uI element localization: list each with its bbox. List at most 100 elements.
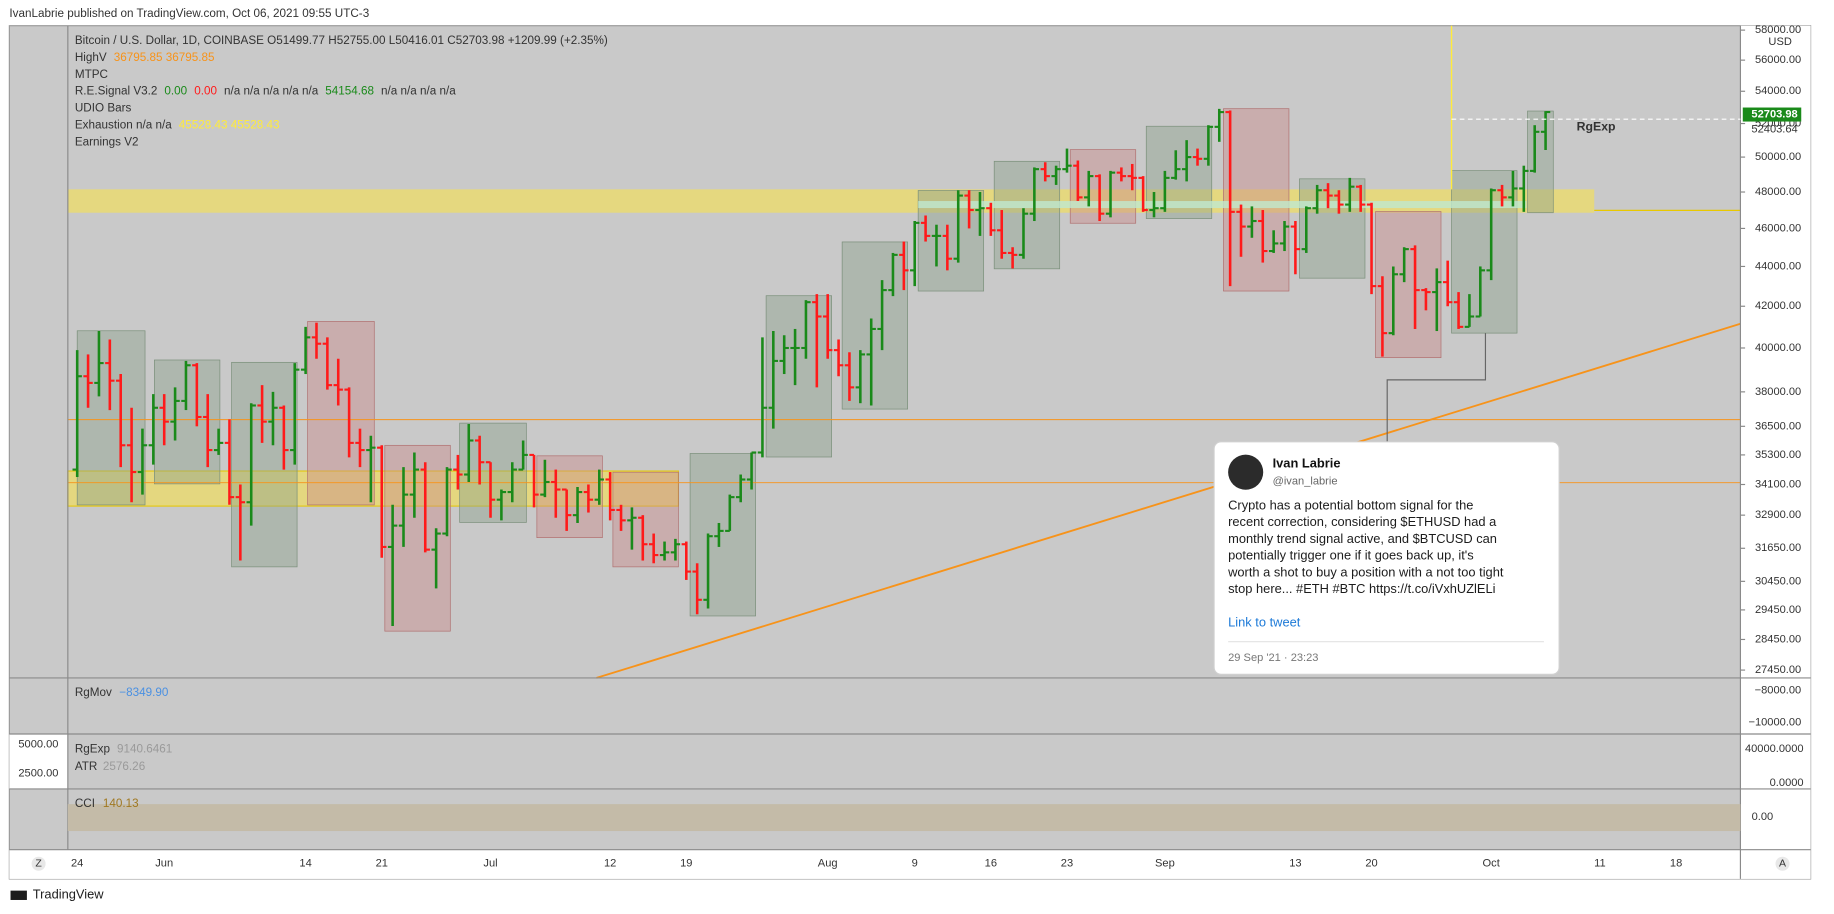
box <box>1223 108 1290 292</box>
pane-tick: 0.00 <box>1752 811 1774 823</box>
x-tick-label: Sep <box>1155 858 1175 870</box>
button-bg <box>1775 856 1790 871</box>
y-tick-label: 35300.00 <box>1755 449 1801 461</box>
legend-line: Exhaustion n/a n/a 45528.43 45528.43 <box>75 119 280 132</box>
x-tick-label: 13 <box>1289 858 1301 870</box>
pane-tick: 40000.0000 <box>1745 743 1804 755</box>
y-tick-label: 36500.00 <box>1755 420 1801 432</box>
x-tick-label: 24 <box>71 858 83 870</box>
y-tick-label: 28450.00 <box>1755 633 1801 645</box>
y-tick-label: 34100.00 <box>1755 478 1801 490</box>
last-price-box <box>1742 107 1802 122</box>
y-tick-label: 32900.00 <box>1755 509 1801 521</box>
box <box>1527 110 1554 214</box>
legend-item: Exhaustion n/a n/a <box>75 119 172 132</box>
pane-name: RgExp <box>75 742 111 755</box>
tweet-name: Ivan Labrie <box>1273 455 1341 470</box>
zone <box>918 201 1527 209</box>
x-tick-label: 11 <box>1594 858 1606 870</box>
legend-item: 0.00 <box>164 85 187 98</box>
x-tick-label: 23 <box>1061 858 1073 870</box>
pane-name: ATR <box>75 760 98 773</box>
legend: Bitcoin / U.S. Dollar, 1D, COINBASE O514… <box>75 34 608 149</box>
pane-tick: −10000.00 <box>1748 716 1801 728</box>
pane-name: CCI <box>75 797 95 810</box>
tweet-line: Crypto has a potential bottom signal for… <box>1228 497 1473 512</box>
last-price: 52703.98 <box>1751 108 1797 120</box>
currency: USD <box>1768 36 1791 48</box>
legend-item: HighV <box>75 51 107 64</box>
pane-tick: −8000.00 <box>1755 685 1802 697</box>
y-tick-label: 58000.00 <box>1755 24 1801 36</box>
x-tick-label: 18 <box>1670 858 1682 870</box>
x-tick-label: 21 <box>376 858 388 870</box>
x-tick-label: 19 <box>680 858 692 870</box>
x-tick-label: 12 <box>604 858 616 870</box>
legend-item: MTPC <box>75 68 108 81</box>
box <box>765 295 832 458</box>
scale-button[interactable]: Z <box>35 858 42 870</box>
box <box>689 453 756 617</box>
pane-tick: 5000.00 <box>18 738 58 750</box>
x-tick-label: Jun <box>155 858 173 870</box>
drawings <box>67 25 1741 679</box>
legend-item: Earnings V2 <box>75 136 139 149</box>
tweet-line: stop here... #ETH #BTC https://t.co/iVxh… <box>1228 581 1495 596</box>
annotation: RgExp <box>1577 120 1616 134</box>
tweet-handle: @ivan_labrie <box>1273 475 1338 487</box>
brand: TradingView <box>33 887 105 902</box>
y-tick-label: 54000.00 <box>1755 85 1801 97</box>
box <box>1069 149 1137 224</box>
legend-item: n/a n/a n/a n/a n/a <box>224 85 319 98</box>
box <box>1375 211 1442 359</box>
y-tick-label: 52000.00 <box>1755 117 1801 129</box>
avatar <box>1228 454 1264 490</box>
box <box>536 455 603 538</box>
y-tick-label: 44000.00 <box>1755 260 1801 272</box>
tweet-line: recent correction, considering $ETHUSD h… <box>1228 514 1497 529</box>
axes: 58000.00 56000.00 54000.00 52000.00 50000.00… <box>71 24 1801 870</box>
pane-tick: 0.0000 <box>1770 777 1804 789</box>
time-axis-bg <box>9 849 1811 879</box>
pane-reading: 2576.26 <box>103 760 145 773</box>
cci-band <box>67 804 1741 832</box>
y-tick-label: 50000.00 <box>1755 151 1801 163</box>
logo <box>10 890 27 900</box>
y-tick-label: 56000.00 <box>1755 54 1801 66</box>
legend-line: MTPC <box>75 68 108 81</box>
x-tick-label: 9 <box>912 858 918 870</box>
y-tick-label: 46000.00 <box>1755 222 1801 234</box>
tweet-date: 29 Sep '21 · 23:23 <box>1228 652 1318 664</box>
y-tick-label: 30450.00 <box>1755 575 1801 587</box>
box <box>841 241 908 410</box>
box <box>1451 170 1518 334</box>
x-tick-label: Oct <box>1483 858 1500 870</box>
pane-tick: 2500.00 <box>18 768 58 780</box>
y-tick-label: 40000.00 <box>1755 342 1801 354</box>
tweet-line: worth a shot to buy a position with a no… <box>1227 564 1504 579</box>
tweet-text: Crypto has a potential bottom signal for… <box>1227 497 1504 596</box>
y-tick-label: 27450.00 <box>1755 664 1801 676</box>
y-tick-label: 48000.00 <box>1755 186 1801 198</box>
tweet-link[interactable]: Link to tweet <box>1228 614 1301 629</box>
auto-button[interactable]: A <box>1779 858 1786 870</box>
tweet-line: monthly trend signal active, and $BTCUSD… <box>1228 531 1497 546</box>
price-bars <box>72 108 1551 627</box>
legend-item: R.E.Signal V3.2 <box>75 85 158 98</box>
legend-item: 54154.68 <box>325 85 374 98</box>
pane-reading: 9140.6461 <box>117 742 172 755</box>
y-tick-label: 42000.00 <box>1755 300 1801 312</box>
volume-left-axis-bg <box>9 734 68 789</box>
pane-reading: 140.13 <box>103 797 139 810</box>
legend-line: HighV 36795.85 36795.85 <box>75 51 215 64</box>
x-tick-label: 20 <box>1365 858 1377 870</box>
box <box>993 160 1061 270</box>
trend-line <box>596 322 1741 679</box>
tweet-card: Ivan Labrie @ivan_labrie Crypto has a po… <box>1213 441 1560 675</box>
legend-item: Bitcoin / U.S. Dollar, 1D, COINBASE O514… <box>75 34 608 47</box>
x-tick-label: 16 <box>985 858 997 870</box>
y-tick-label: 29450.00 <box>1755 604 1801 616</box>
tweet-box <box>1213 441 1560 675</box>
